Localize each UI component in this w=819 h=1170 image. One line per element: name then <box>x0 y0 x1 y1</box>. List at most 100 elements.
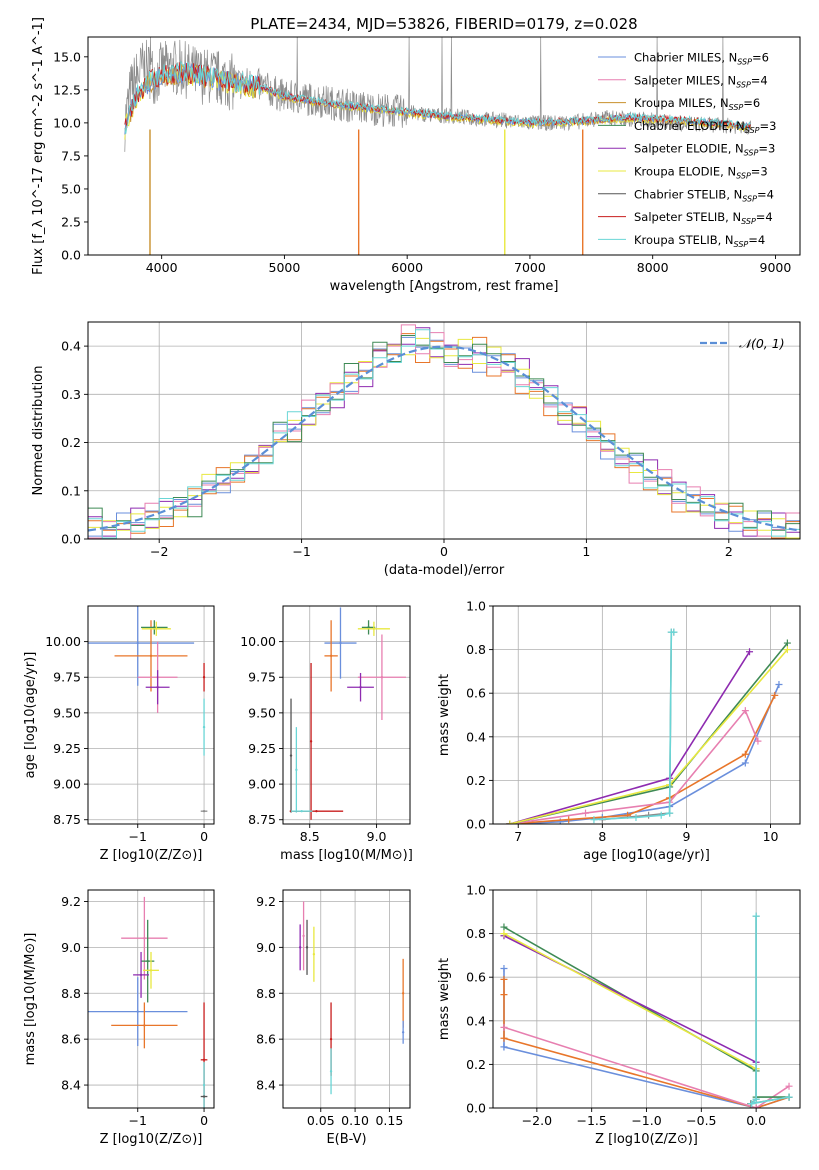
mass_vs_ebv-frame <box>282 889 411 1109</box>
y-tick-label: 0.0 <box>466 1101 486 1116</box>
y-tick-label: 8.4 <box>61 1078 81 1093</box>
mass-weight-marker <box>500 964 508 972</box>
y-tick-label: 9.50 <box>53 705 81 720</box>
massweight_vs_Z-xlabel: Z [log10(Z/Z⊙)] <box>595 1132 698 1147</box>
mass-weight-marker <box>590 816 598 824</box>
massweight_vs_age-xlabel: age [log10(age/yr)] <box>583 848 710 863</box>
mass-weight-marker <box>775 680 783 688</box>
y-tick-label: 0.2 <box>466 1057 486 1072</box>
legend-nssp: =4 <box>751 73 768 87</box>
y-tick-label: 0.0 <box>61 248 81 263</box>
legend-label: Salpeter MILES, NSSP=4 <box>634 73 768 89</box>
mass-weight-marker <box>645 811 653 819</box>
legend-subscript: SSP <box>729 103 744 112</box>
mass-weight-marker <box>783 639 791 647</box>
y-tick-label: 10.00 <box>240 634 276 649</box>
y-tick-label: 1.0 <box>466 883 486 898</box>
mass-weight-marker <box>500 975 508 983</box>
massweight_vs_age-plot-area <box>506 628 791 824</box>
mass-weight-marker <box>754 737 762 745</box>
mass-weight-line <box>749 916 790 1105</box>
x-tick-label: 4000 <box>146 260 178 275</box>
y-tick-label: 9.0 <box>61 940 81 955</box>
data-point <box>401 992 405 995</box>
mass-weight-marker <box>500 1043 508 1051</box>
data-point <box>295 768 298 772</box>
spectrum-frame <box>87 36 801 256</box>
mass-weight-marker <box>565 816 573 824</box>
data-point <box>202 1083 206 1087</box>
y-tick-label: 0.0 <box>61 532 81 547</box>
mass-weight-line <box>503 932 757 1070</box>
legend-nssp: =4 <box>756 210 773 224</box>
mass-weight-marker <box>785 1082 793 1090</box>
mass-weight-marker <box>741 750 749 758</box>
y-tick-label: 9.2 <box>256 894 276 909</box>
spectrum-ylabel: Flux [f_λ 10^-17 erg cm^-2 s^-1 A^-1] <box>31 17 46 275</box>
mass-weight-marker <box>500 923 508 931</box>
model-spectrum-line <box>124 60 751 134</box>
y-tick-label: 12.5 <box>53 82 81 97</box>
x-tick-label: 10 <box>763 829 779 844</box>
y-tick-label: 8.6 <box>61 1032 81 1047</box>
x-tick-label: 0 <box>440 544 448 559</box>
data-point <box>380 676 384 679</box>
data-point <box>136 1010 139 1013</box>
y-tick-label: 9.75 <box>53 670 81 685</box>
x-tick-label: −1 <box>129 1113 147 1128</box>
y-tick-label: 8.6 <box>256 1032 276 1047</box>
massweight_vs_age-panel: 7 8 9 10 0.0 0.2 0.4 0.6 0.8 1.0 age [log10(age/yr… <box>437 599 801 863</box>
data-point <box>315 809 318 813</box>
legend-subscript: SSP <box>734 240 749 249</box>
y-tick-label: 9.00 <box>248 777 276 792</box>
data-point <box>139 973 143 977</box>
y-tick-label: 5.0 <box>61 181 81 196</box>
mass-weight-marker <box>500 1023 508 1031</box>
data-point <box>143 1024 146 1027</box>
data-point <box>153 626 156 629</box>
x-tick-label: 9000 <box>760 260 792 275</box>
spectrum-panel: 4000 5000 6000 7000 8000 9000 0.0 2.5 5.0 7.5 10.0… <box>31 17 801 294</box>
figure-title: PLATE=2434, MJD=53826, FIBERID=0179, z=0… <box>250 15 637 33</box>
mass-weight-marker <box>752 912 760 920</box>
legend-label: Salpeter ELODIE, NSSP=3 <box>634 142 775 158</box>
data-point <box>149 969 153 972</box>
data-point <box>289 754 293 757</box>
age_vs_Z-xlabel: Z [log10(Z/Z⊙)] <box>100 848 203 863</box>
x-tick-label: 9 <box>682 829 690 844</box>
spectrum-legend: Chabrier MILES, NSSP=6 Salpeter MILES, NS… <box>598 51 776 249</box>
legend-nssp: =6 <box>752 51 769 65</box>
y-tick-label: 9.00 <box>53 777 81 792</box>
legend-label: Salpeter STELIB, NSSP=4 <box>634 210 773 226</box>
x-tick-label: 1 <box>582 544 590 559</box>
y-tick-label: 0.1 <box>61 483 81 498</box>
y-tick-label: 9.25 <box>53 741 81 756</box>
x-tick-label: 0.05 <box>307 1113 335 1128</box>
x-tick-label: −1.0 <box>631 1113 661 1128</box>
mass_vs_ebv-xlabel: E(B-V) <box>326 1132 366 1147</box>
mass_vs_ebv-panel: 0.05 0.10 0.15 8.4 8.6 8.8 9.0 9.2 E(B-V) <box>256 889 411 1147</box>
legend-label: Chabrier STELIB, NSSP=4 <box>634 187 774 203</box>
x-tick-label: 7 <box>514 829 522 844</box>
data-point <box>143 936 146 940</box>
massweight_vs_age-ylabel: mass weight <box>437 674 452 756</box>
massweight_vs_age-frame <box>492 605 801 825</box>
data-point <box>312 953 316 956</box>
mass-weight-marker <box>785 1093 793 1101</box>
data-point <box>329 1037 333 1041</box>
y-tick-label: 0.4 <box>466 1013 486 1028</box>
data-point <box>298 946 302 949</box>
x-tick-label: −1 <box>292 544 310 559</box>
y-tick-label: 0.3 <box>61 387 81 402</box>
x-tick-label: 2 <box>725 544 733 559</box>
data-point <box>300 809 303 813</box>
y-tick-label: 8.8 <box>256 986 276 1001</box>
data-point <box>305 946 309 949</box>
residual-histogram <box>88 333 800 539</box>
y-tick-label: 9.75 <box>248 670 276 685</box>
legend-subscript: SSP <box>736 80 751 89</box>
age_vs_mass-plot-area <box>289 607 406 820</box>
y-tick-label: 0.8 <box>466 926 486 941</box>
legend-subscript: SSP <box>745 126 760 135</box>
